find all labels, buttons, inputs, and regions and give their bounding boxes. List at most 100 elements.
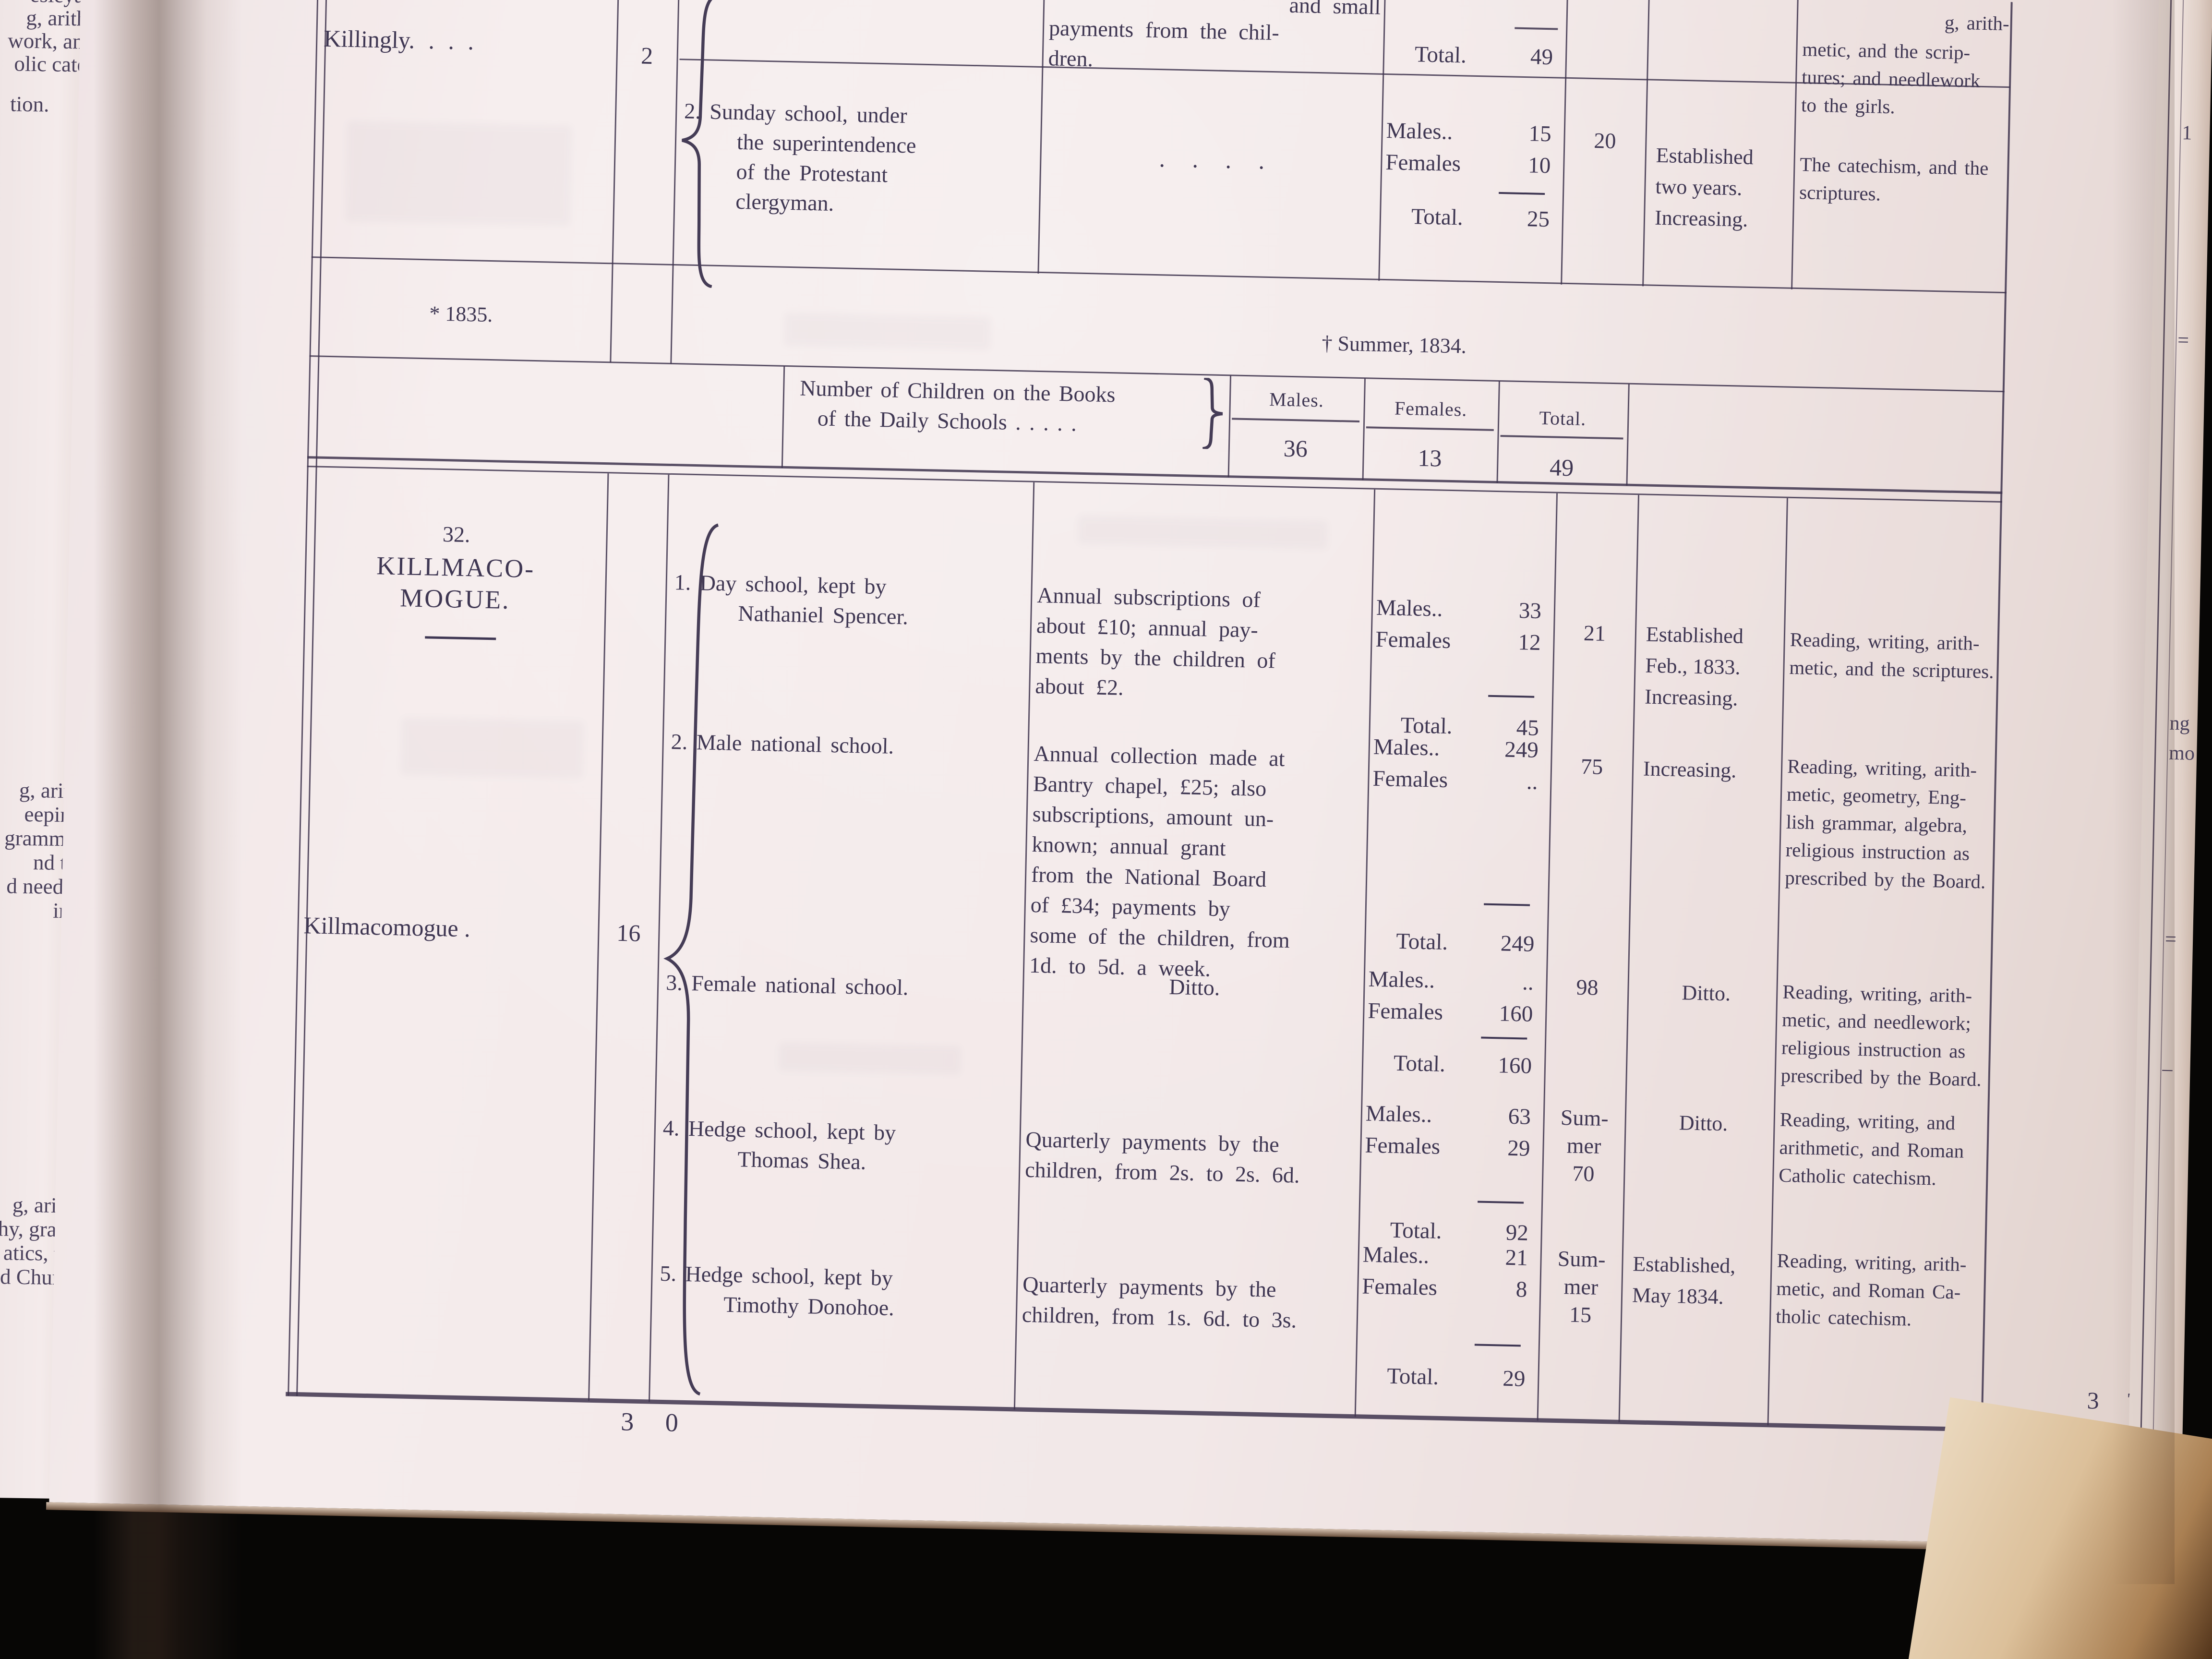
sum-rule (1484, 903, 1530, 906)
females-label: Females (1367, 998, 1443, 1025)
page-number: 3 0 (620, 1407, 691, 1438)
funding-dots: . . . . (1159, 145, 1265, 174)
sum-rule (1478, 1201, 1524, 1204)
parish-heading: KILLMACO- (376, 551, 535, 584)
total-label: Total. (1393, 1050, 1446, 1077)
subjects-text: metic, and the scrip- tures; and needlew… (1801, 38, 1981, 118)
table-rule (286, 1392, 1987, 1432)
summary-col-header: Total. (1539, 407, 1587, 430)
females-row: Females 10 (1385, 149, 1559, 179)
summary-label: Number of Children on the Books (799, 375, 1116, 407)
males-label: Males.. (1386, 118, 1453, 144)
total-value: 29 (1502, 1366, 1526, 1392)
next-page-text-fragment: 1 (2181, 122, 2192, 144)
brace (673, 0, 723, 288)
subjects-text: Reading, writing, arith- metic, geometry… (1784, 755, 1986, 893)
females-label: Females (1361, 1274, 1438, 1300)
females-row: Females 29 (1365, 1132, 1538, 1162)
attendance-value: 21 (1583, 620, 1606, 646)
sum-rule (1474, 1344, 1521, 1347)
males-label: Males.. (1373, 734, 1440, 761)
ink-showthrough (345, 120, 573, 227)
total-value: 92 (1505, 1220, 1529, 1246)
males-value: 15 (1528, 121, 1552, 147)
table-rule (311, 256, 2007, 294)
summary-value: 49 (1549, 454, 1574, 481)
state-text: Established Feb., 1833. Increasing. (1644, 622, 1744, 710)
females-label: Females (1364, 1132, 1441, 1159)
males-value: 249 (1504, 737, 1539, 763)
females-label: Females (1372, 766, 1448, 793)
total-row: Total. 249 (1369, 928, 1542, 958)
attendance-value: 98 (1575, 974, 1599, 1000)
sum-overline (1515, 27, 1558, 30)
total-value: 249 (1500, 931, 1535, 957)
subjects-text-cut: g, arith- (1944, 11, 2010, 35)
subjects-text: Reading, writing, arith- metic, and need… (1780, 980, 1982, 1091)
school-count: 2 (640, 42, 653, 69)
heading-dash (425, 636, 496, 640)
ink-showthrough (400, 717, 584, 779)
summary-label: of the Daily Schools . . . . . (817, 406, 1077, 436)
attendance-value: Sum- mer 70 (1560, 1105, 1609, 1186)
sum-rule (1488, 695, 1535, 698)
males-label: Males.. (1365, 1101, 1432, 1128)
state-text: Ditto. (1679, 1111, 1728, 1136)
table-rule (307, 456, 2003, 494)
school-name-cell: 2. Male national school. (671, 729, 894, 758)
parish-heading: MOGUE. (399, 583, 511, 614)
funding-text: Annual collection made at Bantry chapel,… (1029, 741, 1290, 981)
males-row: Males.. 15 (1386, 118, 1559, 147)
males-value: 33 (1518, 598, 1542, 624)
next-page-text-fragment: ng (2169, 712, 2190, 735)
females-value: 12 (1517, 629, 1541, 655)
table-rule (1981, 2, 2013, 1433)
subjects-text: Reading, writing, and arithmetic, and Ro… (1778, 1108, 1964, 1190)
ink-showthrough (1077, 515, 1328, 550)
males-value: .. (1522, 970, 1534, 995)
males-row: Males.. 21 (1362, 1241, 1536, 1271)
males-label: Males.. (1376, 595, 1443, 622)
attendance-value: 20 (1593, 128, 1616, 154)
summary-value: 36 (1283, 434, 1308, 462)
females-value: 29 (1507, 1135, 1531, 1161)
funding-text: Annual subscriptions of about £10; annua… (1034, 582, 1276, 700)
males-value: 21 (1505, 1245, 1528, 1271)
females-value: 8 (1515, 1277, 1527, 1302)
next-page-text-fragment: = (2177, 329, 2189, 352)
sum-rule (1481, 1036, 1527, 1040)
males-value: 63 (1508, 1104, 1531, 1130)
total-value: 49 (1530, 44, 1553, 70)
facing-page-text-fragment: tion. (10, 92, 49, 117)
males-label: Males.. (1368, 966, 1435, 993)
school-name-cell: 1. Day school, kept by Nathaniel Spencer… (674, 570, 909, 629)
state-text: Established two years. Increasing. (1654, 143, 1754, 231)
table-rule (781, 366, 785, 468)
table-rule (1791, 0, 1799, 289)
attendance-value: Sum- mer 15 (1557, 1246, 1606, 1327)
males-row: Males.. 249 (1373, 734, 1546, 764)
table-rule (296, 0, 328, 1396)
next-page-text-fragment: = (2164, 928, 2177, 951)
book-page: Killingly. . . . 2 and small payments fr… (49, 0, 2175, 1546)
total-row: Total. 160 (1367, 1050, 1540, 1080)
parish-name: Killmacomogue . (303, 912, 471, 942)
total-row: Total. 25 (1384, 203, 1558, 233)
school-name-cell: 4. Hedge school, kept by Thomas Shea. (662, 1115, 896, 1174)
females-label: Females (1385, 149, 1461, 177)
females-value: 160 (1499, 1001, 1533, 1027)
males-row: Males.. 63 (1365, 1101, 1539, 1130)
females-value: .. (1526, 769, 1539, 794)
funding-text: Quarterly payments by the children, from… (1024, 1127, 1300, 1188)
page-content: Killingly. . . . 2 and small payments fr… (49, 0, 2173, 1546)
footnote-star: * 1835. (429, 301, 493, 327)
females-label: Females (1375, 626, 1451, 654)
ink-showthrough (784, 312, 991, 350)
males-row: Males.. 33 (1376, 595, 1549, 625)
brace (651, 522, 723, 1396)
females-row: Females 12 (1375, 626, 1549, 656)
subjects-text: The catechism, and the scriptures. (1799, 153, 1989, 205)
section-number: 32. (442, 522, 471, 547)
state-text: Ditto. (1682, 981, 1731, 1006)
